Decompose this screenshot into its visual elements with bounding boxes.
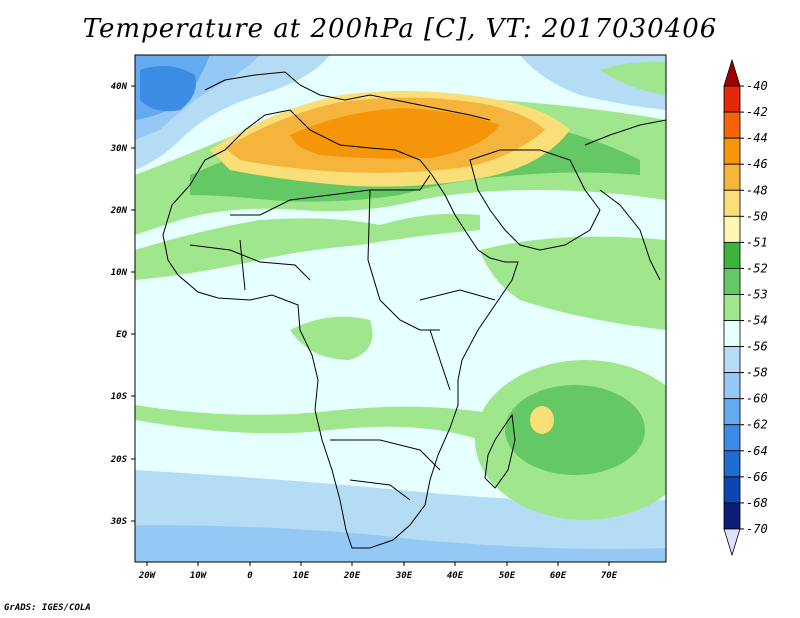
field-ne-green	[600, 61, 666, 95]
africa-coast	[162, 109, 519, 549]
lat-label: 10N	[111, 268, 128, 278]
colorbar-label: -52	[746, 261, 768, 275]
lat-label: EQ	[116, 330, 127, 340]
colorbar-swatch	[723, 424, 741, 452]
field-east-green	[480, 236, 666, 330]
field-warm-core	[290, 108, 500, 159]
iran-india	[584, 119, 666, 281]
colorbar-label: -64	[746, 444, 768, 458]
lon-label: 30E	[395, 571, 413, 581]
lat-label: 20S	[110, 455, 128, 465]
colorbar-label: -40	[746, 79, 768, 93]
field-nw-coldest	[140, 66, 196, 112]
border-south	[330, 439, 441, 501]
lon-label: 50E	[499, 571, 516, 581]
colorbar-swatch	[723, 241, 741, 269]
colorbar-label: -54	[746, 314, 768, 328]
colorbar-label: -42	[746, 105, 768, 119]
colorbar-swatch	[723, 268, 741, 295]
field-indian-ocean-core	[505, 385, 645, 475]
colorbar-swatch	[723, 346, 741, 374]
lat-label: 30S	[110, 517, 128, 527]
arabia	[469, 149, 601, 251]
colorbar-swatch	[723, 189, 741, 217]
colorbar: -40 -42 -44 -46 -48 -50 -51 -52 -53 -54 -56 -58 -60 -…	[723, 58, 768, 557]
colorbar-arrow-top	[723, 58, 741, 87]
colorbar-swatch	[723, 398, 741, 426]
colorbar-swatch	[723, 320, 741, 347]
lat-label: 20N	[110, 206, 128, 216]
colorbar-swatch	[723, 111, 741, 139]
europe-coast	[204, 71, 491, 121]
madagascar	[484, 413, 516, 489]
colorbar-label: -56	[746, 340, 768, 354]
lon-label: 0	[247, 571, 253, 581]
border-sahara	[230, 174, 431, 216]
lat-label: 40N	[111, 82, 128, 92]
field-south-cooler	[135, 525, 666, 562]
colorbar-swatch	[723, 372, 741, 400]
colorbar-swatch	[723, 450, 741, 478]
colorbar-label: -70	[746, 522, 768, 536]
colorbar-swatch	[723, 215, 741, 243]
colorbar-label: -46	[746, 157, 768, 171]
colorbar-label: -60	[746, 392, 768, 406]
border-west	[189, 239, 311, 291]
border-east	[419, 289, 496, 391]
colorbar-label: -50	[746, 209, 768, 223]
lon-label: 20W	[138, 571, 157, 581]
field-tropic-green	[135, 213, 480, 280]
colorbar-label: -53	[746, 287, 768, 301]
colorbar-label: -51	[746, 235, 768, 249]
field-central-green	[290, 316, 373, 360]
colorbar-arrow-bottom	[723, 528, 741, 557]
lon-label: 10E	[293, 571, 310, 581]
coastlines	[162, 71, 666, 549]
axis-labels: 20W 10W 0 10E 20E 30E 40E 50E 60E 70E 40N 30N 20N 10N…	[110, 82, 618, 581]
lat-label: 30N	[110, 144, 128, 154]
map-title: Temperature at 200hPa [C], VT: 201703040…	[82, 14, 718, 44]
colorbar-swatch	[723, 502, 741, 530]
colorbar-label: -66	[746, 470, 768, 484]
colorbar-label: -68	[746, 496, 768, 510]
colorbar-swatch	[723, 137, 741, 165]
lat-label: 10S	[111, 392, 128, 402]
colorbar-swatch	[723, 476, 741, 504]
colorbar-label: -58	[746, 366, 768, 380]
colorbar-swatch	[723, 163, 741, 191]
lon-label: 40E	[447, 571, 464, 581]
lon-label: 10W	[190, 571, 208, 581]
colorbar-swatch	[723, 294, 741, 321]
colorbar-label: -44	[746, 131, 768, 145]
colorbar-label: -48	[746, 183, 768, 197]
lon-label: 60E	[550, 571, 567, 581]
colorbar-label: -62	[746, 418, 768, 432]
colorbar-swatch	[723, 85, 741, 113]
lon-label: 70E	[601, 571, 618, 581]
border-lakes	[367, 189, 440, 331]
lon-label: 20E	[343, 571, 361, 581]
field-warm-spot	[530, 406, 554, 434]
grads-credit: GrADS: IGES/COLA	[4, 603, 91, 613]
map-frame	[134, 54, 667, 563]
map-field	[135, 55, 666, 562]
